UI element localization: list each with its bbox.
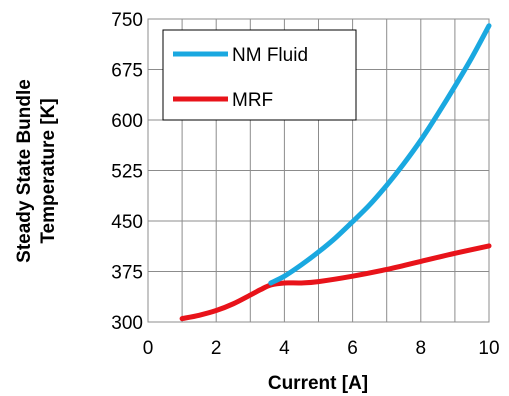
plot-area [147, 18, 490, 323]
x-axis-title: Current [A] [268, 373, 368, 394]
legend: NM Fluid MRF [162, 29, 357, 121]
y-tick-label: 525 [111, 162, 143, 183]
x-tick-label: 6 [347, 338, 358, 359]
legend-label-nm-fluid: NM Fluid [232, 45, 308, 66]
series-line-mrf [179, 243, 492, 322]
y-tick-label: 675 [111, 61, 143, 82]
series-layer [179, 23, 492, 322]
y-tick-label: 300 [111, 313, 143, 334]
y-axis-ticks: 300 375 450 525 600 675 750 [111, 10, 143, 334]
y-tick-label: 375 [111, 263, 143, 284]
x-tick-label: 10 [478, 338, 499, 359]
x-axis-ticks: 0 2 4 6 8 10 [143, 338, 500, 359]
series-line-nm-fluid [268, 23, 492, 286]
x-tick-label: 0 [143, 338, 154, 359]
y-tick-label: 450 [111, 212, 143, 233]
x-tick-label: 8 [416, 338, 427, 359]
y-axis-title-line-2: Temperature [K] [38, 98, 59, 243]
y-tick-label: 750 [111, 10, 143, 31]
x-tick-label: 2 [211, 338, 222, 359]
y-tick-label: 600 [111, 111, 143, 132]
y-axis-title: Steady State Bundle Temperature [K] [14, 79, 59, 263]
y-axis-title-line-1: Steady State Bundle [14, 79, 35, 263]
legend-box [162, 29, 357, 121]
x-tick-label: 4 [279, 338, 290, 359]
legend-label-mrf: MRF [232, 90, 273, 111]
